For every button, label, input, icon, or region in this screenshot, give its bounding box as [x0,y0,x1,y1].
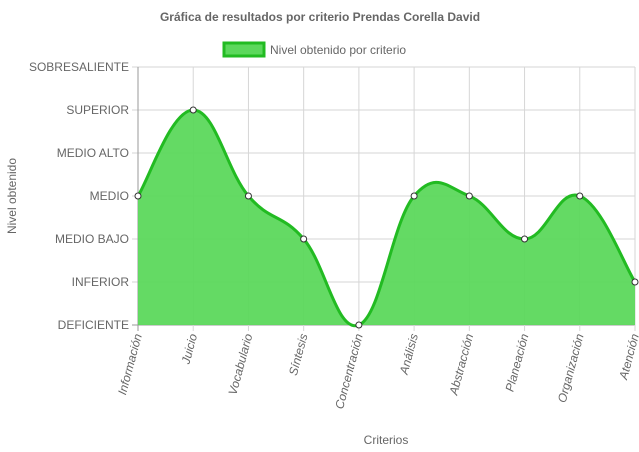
y-tick-label: SOBRESALIENTE [29,60,129,74]
x-tick-label: Vocabulario [226,332,256,397]
x-tick-label: Atención [616,332,639,382]
data-point [465,192,473,200]
data-point [300,235,308,243]
y-axis-ticks: DEFICIENTE INFERIOR MEDIO BAJO MEDIO MEDIO A… [29,60,129,332]
data-point [244,192,252,200]
x-tick-label: Planeación [503,332,532,393]
y-tick-label: SUPERIOR [66,103,129,117]
x-tick-label: Síntesis [286,332,311,377]
y-tick-label: DEFICIENTE [58,318,129,332]
x-tick-label: Organización [555,332,587,404]
legend-swatch [222,41,266,58]
data-point [631,278,639,286]
legend-label: Nivel obtenido por criterio [270,43,406,57]
x-tick-label: Análisis [397,332,421,377]
y-tick-label: MEDIO ALTO [57,146,129,160]
series-layer [134,106,639,329]
data-point [134,192,142,200]
data-point [576,192,584,200]
legend[interactable]: Nivel obtenido por criterio [222,41,406,58]
data-point [521,235,529,243]
x-tick-label: Juicio [178,332,200,367]
chart-title: Gráfica de resultados por criterio Prend… [160,10,480,24]
x-tick-label: Información [115,332,145,396]
y-tick-label: MEDIO BAJO [55,232,129,246]
series-line [136,108,637,328]
x-axis-title: Criterios [364,433,409,447]
x-axis-ticks: Información Juicio Vocabulario Síntesis Conc… [115,332,639,411]
x-tick-label: Concentración [332,332,366,411]
y-tick-label: MEDIO [90,189,129,203]
data-point [189,106,197,114]
series-area [138,110,635,326]
data-point [355,321,363,329]
data-point [410,192,418,200]
x-tick-label: Abstracción [446,332,476,397]
y-axis-title: Nivel obtenido [5,158,19,234]
y-tick-label: INFERIOR [72,275,130,289]
